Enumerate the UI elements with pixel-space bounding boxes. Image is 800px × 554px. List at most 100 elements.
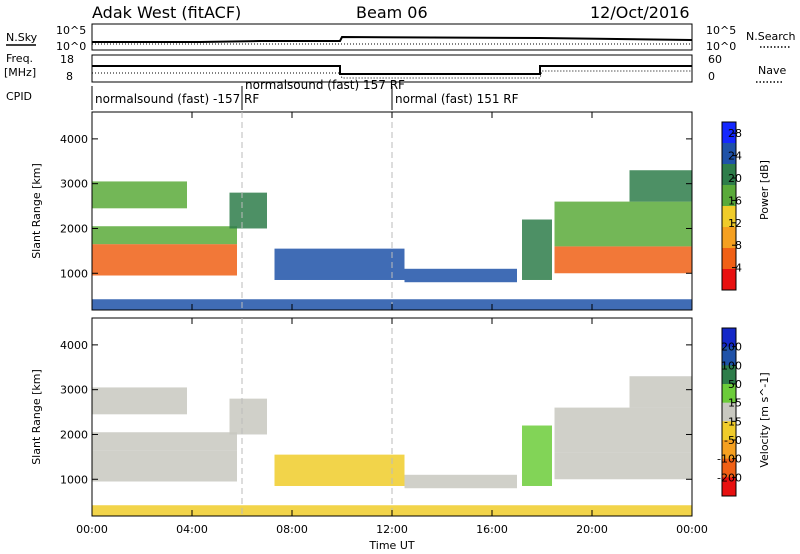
- nsky-tick-high: 10^5: [56, 24, 86, 37]
- colorbar-swatch: [722, 384, 736, 404]
- x-tick-label: 04:00: [176, 523, 208, 536]
- colorbar-swatch: [722, 227, 736, 249]
- x-tick-label: 20:00: [576, 523, 608, 536]
- power-ylabel: Slant Range [km]: [30, 163, 43, 259]
- cpid-segment-label: normalsound (fast) -157 RF: [95, 92, 259, 106]
- colorbar-swatch: [722, 122, 736, 144]
- velocity-ylabel: Slant Range [km]: [30, 369, 43, 465]
- station-title: Adak West (fitACF): [92, 3, 241, 22]
- y-tick-label: 1000: [60, 473, 88, 486]
- colorbar-tick-label: -100: [717, 453, 742, 466]
- freq-trace: [92, 65, 692, 75]
- colorbar-tick-label: 4: [735, 262, 742, 275]
- colorbar-swatch: [722, 248, 736, 270]
- x-tick-label: 00:00: [676, 523, 708, 536]
- data-region: [229, 398, 267, 435]
- beam-title: Beam 06: [356, 3, 428, 22]
- data-region: [629, 376, 692, 408]
- nsky-tick-high-right: 10^5: [706, 24, 736, 37]
- power-colorbar: 4 8 12 16 20 24 28: [721, 121, 742, 291]
- data-region: [554, 201, 692, 247]
- colorbar-tick-label: 100: [721, 359, 742, 372]
- colorbar-swatch: [722, 164, 736, 186]
- data-region: [92, 387, 187, 415]
- colorbar-tick-label: 12: [728, 217, 742, 230]
- y-tick-label: 2000: [60, 222, 88, 235]
- data-region: [274, 248, 405, 280]
- x-axis-label: Time UT: [368, 539, 414, 552]
- y-tick-label: 1000: [60, 267, 88, 280]
- nsky-label: N.Sky: [6, 31, 38, 44]
- y-tick-label: 3000: [60, 178, 88, 191]
- cpid-segment-label: normalsound (fast) 157 RF: [245, 78, 405, 92]
- colorbar-swatch: [722, 421, 736, 441]
- y-tick-label: 2000: [60, 428, 88, 441]
- nave-tick-high: 60: [708, 53, 722, 66]
- data-region: [404, 474, 517, 489]
- colorbar-swatch: [722, 477, 736, 497]
- colorbar-frame: [721, 121, 737, 291]
- nsky-trace: [92, 35, 693, 43]
- data-region: [92, 244, 237, 276]
- colorbar-swatch: [722, 206, 736, 228]
- colorbar-swatch: [722, 269, 736, 291]
- data-region: [92, 450, 237, 482]
- freq-tick-low: 8: [66, 70, 73, 83]
- x-tick-label: 16:00: [476, 523, 508, 536]
- freq-tick-high: 18: [60, 53, 74, 66]
- nave-trace: [92, 70, 692, 79]
- data-region: [554, 407, 692, 453]
- data-region: [229, 192, 267, 229]
- colorbar-swatch: [722, 458, 736, 478]
- colorbar-swatch: [722, 365, 736, 385]
- freq-panel: [91, 54, 693, 83]
- nave-tick-low: 0: [708, 70, 715, 83]
- colorbar-swatch: [722, 402, 736, 422]
- x-tick-label: 12:00: [376, 523, 408, 536]
- y-tick-label: 4000: [60, 133, 88, 146]
- nsky-tick-low: 10^0: [56, 40, 86, 53]
- velocity-cbar-label: Velocity [m s^-1]: [758, 372, 771, 467]
- colorbar-swatch: [722, 328, 736, 348]
- colorbar-tick-label: 28: [728, 127, 742, 140]
- date-title: 12/Oct/2016: [590, 3, 690, 22]
- colorbar-tick-label: 24: [728, 150, 742, 163]
- colorbar-tick-label: 50: [728, 378, 742, 391]
- data-region: [629, 170, 692, 202]
- freq-label-1: Freq.: [6, 52, 33, 65]
- data-region: [274, 454, 405, 486]
- data-region: [92, 432, 237, 451]
- colorbar-tick-label: 15: [728, 397, 742, 410]
- colorbar-tick-label: 16: [728, 194, 742, 207]
- nsky-panel: [91, 23, 693, 51]
- power-axes: 1000 2000 3000 4000: [60, 112, 693, 310]
- y-tick-label: 4000: [60, 339, 88, 352]
- colorbar-swatch: [722, 440, 736, 460]
- colorbar-swatch: [722, 185, 736, 207]
- data-region: [92, 181, 187, 209]
- nsky-tick-low-right: 10^0: [706, 40, 736, 53]
- colorbar-tick-label: -50: [724, 434, 742, 447]
- x-axis-ticks: 00:00 04:00 08:00 12:00 16:00 20:00 00:00: [76, 523, 708, 536]
- data-region: [92, 226, 237, 245]
- cpid-segment-label: normal (fast) 151 RF: [395, 92, 519, 106]
- x-tick-label: 00:00: [76, 523, 108, 536]
- colorbar-tick-label: 8: [735, 239, 742, 252]
- colorbar-tick-label: -200: [717, 471, 742, 484]
- data-region: [554, 452, 692, 480]
- freq-label-2: [MHz]: [4, 66, 36, 79]
- cpid-label: CPID: [6, 90, 32, 103]
- colorbar-tick-label: 20: [728, 172, 742, 185]
- nave-label: Nave: [758, 64, 786, 77]
- x-tick-label: 08:00: [276, 523, 308, 536]
- y-tick-label: 3000: [60, 384, 88, 397]
- data-region: [522, 219, 552, 280]
- data-region: [522, 425, 552, 486]
- colorbar-swatch: [722, 346, 736, 366]
- colorbar-tick-label: -15: [724, 415, 742, 428]
- power-cbar-label: Power [dB]: [758, 160, 771, 220]
- data-region: [404, 268, 517, 283]
- colorbar-swatch: [722, 143, 736, 165]
